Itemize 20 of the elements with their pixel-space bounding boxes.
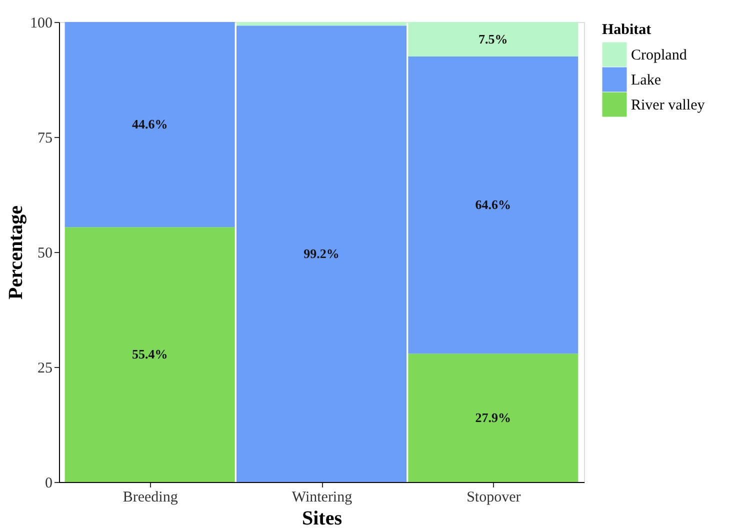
data-label: 64.6% xyxy=(475,197,512,212)
legend-label: Cropland xyxy=(631,48,688,64)
data-label: 7.5% xyxy=(478,31,508,46)
data-label: 55.4% xyxy=(132,346,168,362)
y-tick-label: 50 xyxy=(38,246,52,262)
legend-label: Lake xyxy=(631,72,662,88)
x-axis-title: Sites xyxy=(302,508,342,529)
legend-title: Habitat xyxy=(602,22,652,38)
y-axis-title: Percentage xyxy=(5,205,27,300)
y-tick-label: 0 xyxy=(45,476,52,492)
x-tick-label: Breeding xyxy=(122,490,178,506)
legend-label: River valley xyxy=(631,98,706,114)
x-tick-label: Stopover xyxy=(466,490,521,506)
data-label: 44.6% xyxy=(132,116,168,132)
y-tick-label: 25 xyxy=(38,360,52,376)
y-tick-label: 75 xyxy=(38,130,52,146)
data-label: 27.9% xyxy=(475,410,512,425)
y-tick-label: 100 xyxy=(30,16,52,32)
data-label: 99.2% xyxy=(304,246,340,261)
x-tick-label: Wintering xyxy=(292,490,353,506)
